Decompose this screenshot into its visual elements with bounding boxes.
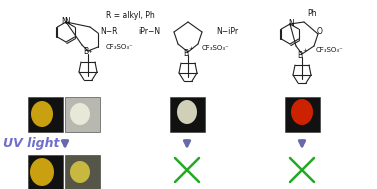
Text: +: + [188, 46, 193, 51]
Text: O: O [317, 28, 323, 36]
Text: CF₃SO₃⁻: CF₃SO₃⁻ [202, 45, 230, 51]
Ellipse shape [70, 103, 90, 125]
Text: N−iPr: N−iPr [216, 28, 238, 36]
Ellipse shape [31, 101, 53, 127]
Ellipse shape [70, 161, 90, 183]
Text: +: + [87, 49, 92, 54]
Bar [65, 155, 100, 189]
Text: Ph: Ph [307, 9, 317, 19]
Bar [170, 97, 205, 132]
Text: N: N [64, 18, 70, 26]
Text: R = alkyl, Ph: R = alkyl, Ph [106, 12, 155, 20]
Text: UV light: UV light [3, 138, 60, 150]
Text: N: N [288, 19, 294, 29]
Text: B: B [297, 50, 303, 60]
Bar [28, 97, 63, 132]
Bar [285, 97, 320, 132]
Bar [65, 97, 100, 132]
Text: iPr−N: iPr−N [138, 28, 160, 36]
Ellipse shape [291, 99, 313, 125]
Text: B: B [184, 49, 188, 57]
Text: CF₃SO₃⁻: CF₃SO₃⁻ [106, 44, 134, 50]
Bar [28, 155, 63, 189]
Text: N: N [61, 18, 67, 26]
Text: B: B [83, 47, 89, 57]
Text: N−R: N−R [100, 28, 118, 36]
Ellipse shape [177, 100, 197, 124]
Text: CF₃SO₃⁻: CF₃SO₃⁻ [316, 47, 344, 53]
Ellipse shape [30, 158, 54, 186]
Text: +: + [303, 49, 307, 53]
